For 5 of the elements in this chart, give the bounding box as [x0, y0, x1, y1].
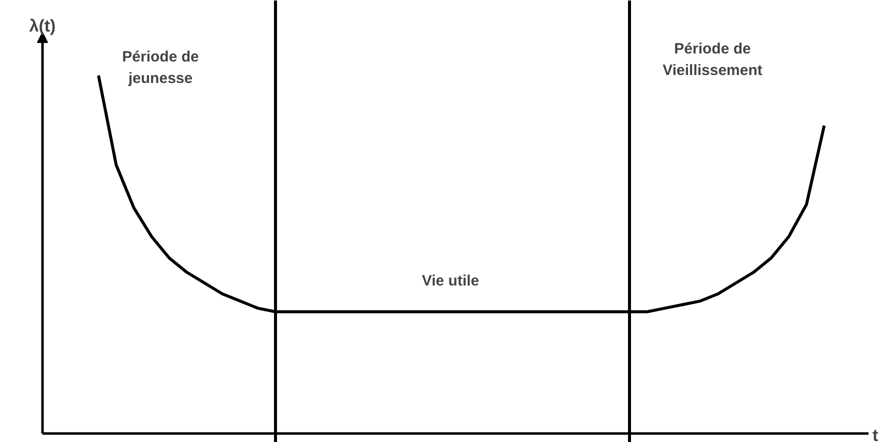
annotation: Vie utile: [422, 272, 480, 290]
annotation: Période de jeunesse: [122, 48, 199, 87]
annotation: Période de Vieillissement: [662, 40, 762, 79]
y-axis-title: λ(t): [29, 16, 56, 36]
x-axis-title: t: [872, 426, 878, 442]
